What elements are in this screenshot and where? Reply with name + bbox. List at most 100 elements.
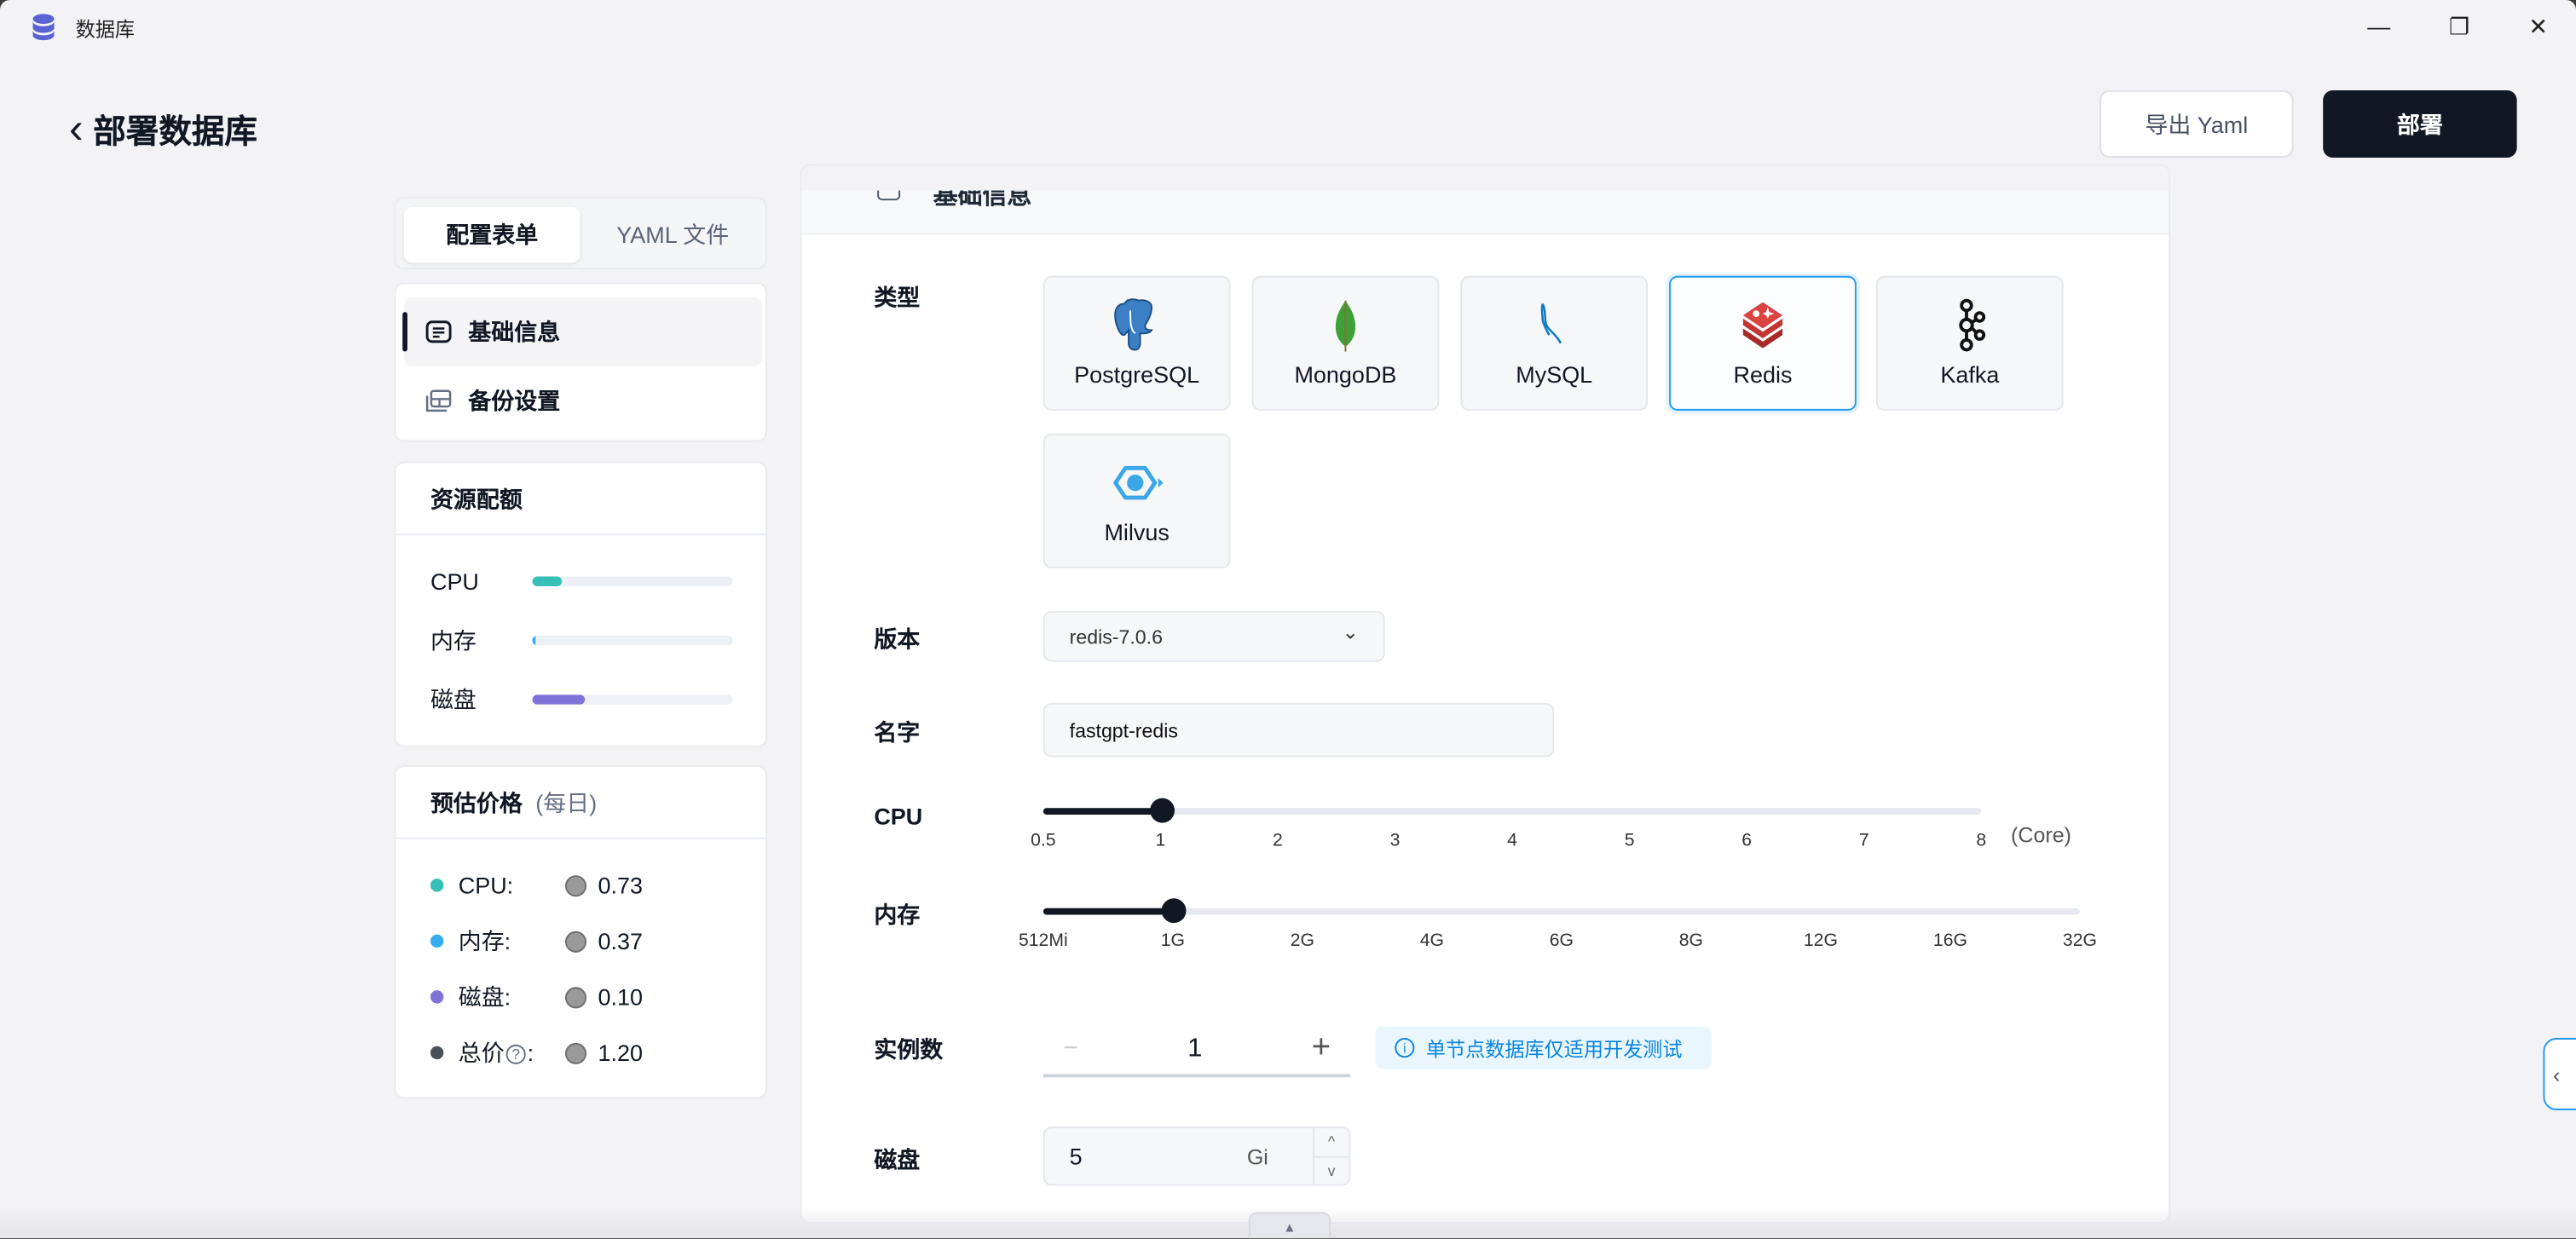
type-option-milvus[interactable]: Milvus xyxy=(1043,433,1231,568)
cpu-dot-icon xyxy=(430,879,444,892)
price-label: CPU: xyxy=(458,872,514,899)
database-icon xyxy=(32,14,55,41)
tick-label: 2G xyxy=(1290,931,1315,951)
maximize-button[interactable]: ❐ xyxy=(2449,12,2470,39)
quota-bar-memory xyxy=(532,635,733,646)
decrement-arrow-icon[interactable]: v xyxy=(1314,1155,1349,1184)
quota-row-cpu: CPU xyxy=(430,567,733,596)
increment-arrow-icon[interactable]: ^ xyxy=(1327,1133,1336,1150)
disk-input[interactable]: 5 Gi ^ v xyxy=(1043,1127,1351,1186)
bottom-expand-handle[interactable]: ▲ xyxy=(1248,1212,1331,1239)
replicas-label: 实例数 xyxy=(874,1036,944,1063)
name-label: 名字 xyxy=(874,719,921,746)
nav-item-backup-settings[interactable]: 备份设置 xyxy=(404,366,762,435)
price-header: 预估价格 (每日) xyxy=(396,767,766,839)
tick-label: 5 xyxy=(1624,831,1635,851)
price-value: 0.73 xyxy=(598,872,644,899)
quota-label: 内存 xyxy=(430,627,477,654)
tab-yaml-file[interactable]: YAML 文件 xyxy=(616,222,730,249)
window-title: 数据库 xyxy=(75,18,136,42)
nav-item-basic-info[interactable]: 基础信息 xyxy=(402,297,763,366)
type-option-mysql[interactable]: MySQL xyxy=(1460,275,1649,411)
increment-button[interactable]: + xyxy=(1311,1029,1331,1066)
price-value: 0.10 xyxy=(598,983,644,1011)
tick-label: 512Mi xyxy=(1018,931,1068,951)
tick-label: 0.5 xyxy=(1031,831,1056,851)
help-icon[interactable]: ? xyxy=(505,1045,526,1065)
minimize-button[interactable]: — xyxy=(2367,13,2391,40)
coin-icon xyxy=(564,930,587,952)
type-option-label: Redis xyxy=(1733,361,1793,388)
disk-label: 磁盘 xyxy=(874,1146,921,1173)
chevron-down-icon: ⌄ xyxy=(1342,620,1359,644)
disk-unit: Gi xyxy=(1246,1144,1268,1169)
tick-label: 7 xyxy=(1858,831,1869,851)
tick-label: 4G xyxy=(1419,931,1445,951)
quota-bar-cpu xyxy=(532,576,733,587)
price-label: 总价?: xyxy=(459,1036,565,1069)
config-mode-tabs: 配置表单 YAML 文件 xyxy=(394,197,768,270)
info-icon: i xyxy=(1395,1038,1415,1058)
version-select[interactable]: redis-7.0.6 ⌄ xyxy=(1043,610,1385,662)
resource-quota-title: 资源配额 xyxy=(396,463,766,536)
cpu-slider[interactable] xyxy=(1043,798,1982,823)
mysql-logo-icon xyxy=(1526,297,1582,354)
memory-slider[interactable] xyxy=(1043,898,2080,924)
tick-label: 32G xyxy=(2062,931,2098,951)
replicas-value[interactable]: 1 xyxy=(1187,1034,1203,1062)
page-header: ‹ 部署数据库 xyxy=(69,103,257,154)
memory-label: 内存 xyxy=(874,902,921,928)
type-option-postgresql[interactable]: PostgreSQL xyxy=(1043,275,1231,411)
disk-dot-icon xyxy=(430,990,444,1004)
replicas-stepper[interactable]: − 1 + xyxy=(1043,1023,1351,1078)
tick-label: 1G xyxy=(1160,931,1186,951)
tick-label: 8 xyxy=(1976,831,1987,851)
price-row-cpu: CPU: 0.73 xyxy=(430,870,643,900)
price-label: 磁盘: xyxy=(458,983,511,1011)
type-option-label: Kafka xyxy=(1940,361,2000,388)
tick-label: 16G xyxy=(1932,931,1967,951)
price-row-total: 总价?: 1.20 xyxy=(430,1038,643,1068)
cpu-slider-fill xyxy=(1043,808,1162,815)
name-input[interactable]: fastgpt-redis xyxy=(1043,702,1555,758)
type-option-redis[interactable]: Redis xyxy=(1669,275,1857,411)
name-value: fastgpt-redis xyxy=(1069,718,1178,742)
section-nav: 基础信息 备份设置 xyxy=(394,282,768,442)
deploy-button[interactable]: 部署 xyxy=(2323,90,2517,158)
page-title: 部署数据库 xyxy=(93,114,257,152)
price-row-disk: 磁盘: 0.10 xyxy=(430,983,643,1012)
single-node-info-badge: i 单节点数据库仅适用开发测试 xyxy=(1375,1026,1713,1069)
disk-value[interactable]: 5 xyxy=(1069,1143,1083,1170)
coin-icon xyxy=(564,1041,587,1063)
back-chevron-icon[interactable]: ‹ xyxy=(68,103,84,153)
type-option-mongodb[interactable]: MongoDB xyxy=(1251,275,1440,411)
total-colon: : xyxy=(527,1039,534,1066)
tick-label: 12G xyxy=(1803,931,1838,951)
redis-logo-icon xyxy=(1735,297,1791,354)
tick-label: 1 xyxy=(1155,831,1166,851)
scroll-clip xyxy=(801,165,2169,191)
price-value: 1.20 xyxy=(598,1039,644,1066)
version-label: 版本 xyxy=(874,625,921,653)
cpu-slider-thumb[interactable] xyxy=(1150,798,1175,823)
quota-row-memory: 内存 xyxy=(430,625,733,655)
backup-icon xyxy=(425,389,452,412)
decrement-button[interactable]: − xyxy=(1062,1034,1078,1062)
side-panel-toggle[interactable]: ‹ xyxy=(2543,1038,2576,1110)
price-row-memory: 内存: 0.37 xyxy=(430,926,643,956)
tick-label: 2 xyxy=(1273,831,1283,851)
type-option-kafka[interactable]: Kafka xyxy=(1875,275,2064,411)
tick-label: 4 xyxy=(1507,831,1517,851)
total-dot-icon xyxy=(430,1046,444,1060)
basic-info-form: 基础信息 类型 PostgreSQL MongoDB MySQL Redis Kafka… xyxy=(800,164,2170,1224)
quota-row-disk: 磁盘 xyxy=(430,685,733,715)
document-list-icon xyxy=(425,320,452,343)
tab-config-form[interactable]: 配置表单 xyxy=(404,206,580,263)
memory-slider-thumb[interactable] xyxy=(1161,898,1187,924)
type-label: 类型 xyxy=(874,284,921,311)
export-yaml-button[interactable]: 导出 Yaml xyxy=(2099,90,2294,158)
total-label: 总价 xyxy=(458,1039,505,1066)
close-button[interactable]: ✕ xyxy=(2528,12,2548,39)
active-marker xyxy=(402,312,407,352)
type-option-label: MySQL xyxy=(1516,361,1593,388)
